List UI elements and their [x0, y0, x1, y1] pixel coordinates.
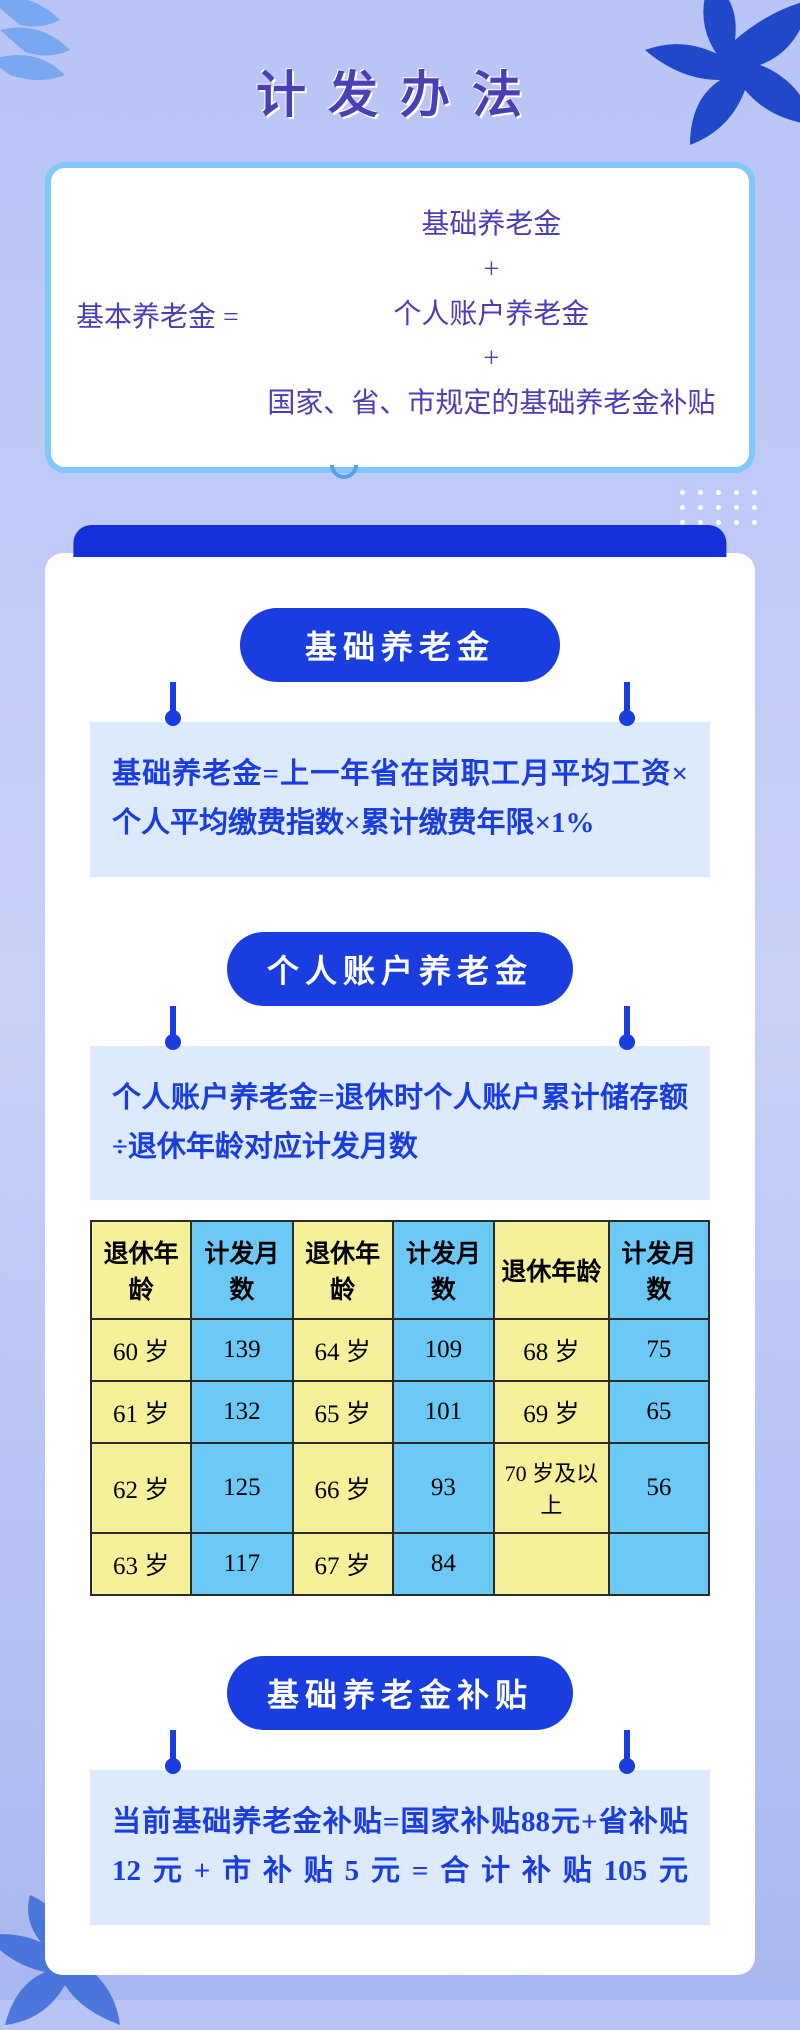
td: 61 岁	[91, 1381, 191, 1443]
main-card-tab	[73, 525, 726, 557]
td: 64 岁	[293, 1319, 393, 1381]
main-card: 基础养老金 基础养老金=上一年省在岗职工月平均工资×个人平均缴费指数×累计缴费年…	[45, 553, 755, 1975]
td: 117	[191, 1533, 292, 1595]
section-heading-1: 基础养老金	[240, 608, 560, 682]
table-header-row: 退休年龄 计发月数 退休年龄 计发月数 退休年龄 计发月数	[91, 1221, 709, 1319]
td: 75	[609, 1319, 709, 1381]
td: 63 岁	[91, 1533, 191, 1595]
section-basic-pension: 基础养老金 基础养老金=上一年省在岗职工月平均工资×个人平均缴费指数×累计缴费年…	[45, 553, 755, 877]
td	[609, 1533, 709, 1595]
table-row: 60 岁 139 64 岁 109 68 岁 75	[91, 1319, 709, 1381]
th: 退休年龄	[494, 1221, 609, 1319]
td	[494, 1533, 609, 1595]
th: 计发月数	[191, 1221, 292, 1319]
section-subsidy: 基础养老金补贴 当前基础养老金补贴=国家补贴88元+省补贴12元+市补贴5元=合…	[45, 1596, 755, 1925]
formula-right: 基础养老金 + 个人账户养老金 + 国家、省、市规定的基础养老金补贴	[249, 203, 734, 427]
td: 69 岁	[494, 1381, 609, 1443]
dots-decoration	[680, 490, 760, 525]
td: 125	[191, 1443, 292, 1533]
formula-plus-1: +	[249, 248, 734, 293]
td: 56	[609, 1443, 709, 1533]
formula-left: 基本养老金 =	[76, 295, 249, 335]
section-personal-account: 个人账户养老金 个人账户养老金=退休时个人账户累计储存额÷退休年龄对应计发月数 …	[45, 877, 755, 1597]
section-heading-2: 个人账户养老金	[227, 932, 573, 1006]
leaf-decoration-top-left	[0, 0, 120, 110]
td: 139	[191, 1319, 292, 1381]
table-row: 63 岁 117 67 岁 84	[91, 1533, 709, 1595]
section-desc-2: 个人账户养老金=退休时个人账户累计储存额÷退休年龄对应计发月数	[90, 1046, 710, 1201]
section-heading-3: 基础养老金补贴	[227, 1656, 573, 1730]
td: 68 岁	[494, 1319, 609, 1381]
td: 62 岁	[91, 1443, 191, 1533]
age-months-table: 退休年龄 计发月数 退休年龄 计发月数 退休年龄 计发月数 60 岁 139 6…	[90, 1220, 710, 1596]
formula-part-2: 个人账户养老金	[249, 293, 734, 338]
td: 132	[191, 1381, 292, 1443]
td: 93	[393, 1443, 494, 1533]
td: 84	[393, 1533, 494, 1595]
td: 65 岁	[293, 1381, 393, 1443]
formula-card: 基本养老金 = 基础养老金 + 个人账户养老金 + 国家、省、市规定的基础养老金…	[45, 162, 755, 473]
formula-part-3: 国家、省、市规定的基础养老金补贴	[249, 382, 734, 427]
section-desc-3: 当前基础养老金补贴=国家补贴88元+省补贴12元+市补贴5元=合计补贴105元	[90, 1770, 710, 1925]
td: 65	[609, 1381, 709, 1443]
table-row: 61 岁 132 65 岁 101 69 岁 65	[91, 1381, 709, 1443]
leaf-decoration-top-right	[630, 0, 800, 150]
td: 60 岁	[91, 1319, 191, 1381]
td: 109	[393, 1319, 494, 1381]
td: 67 岁	[293, 1533, 393, 1595]
th: 退休年龄	[293, 1221, 393, 1319]
formula-part-1: 基础养老金	[249, 203, 734, 248]
section-desc-1: 基础养老金=上一年省在岗职工月平均工资×个人平均缴费指数×累计缴费年限×1%	[90, 722, 710, 877]
th: 计发月数	[609, 1221, 709, 1319]
formula-plus-2: +	[249, 337, 734, 382]
td: 66 岁	[293, 1443, 393, 1533]
table-row: 62 岁 125 66 岁 93 70 岁及以上 56	[91, 1443, 709, 1533]
semicircle-decoration	[330, 465, 358, 479]
th: 退休年龄	[91, 1221, 191, 1319]
td: 70 岁及以上	[494, 1443, 609, 1533]
th: 计发月数	[393, 1221, 494, 1319]
td: 101	[393, 1381, 494, 1443]
